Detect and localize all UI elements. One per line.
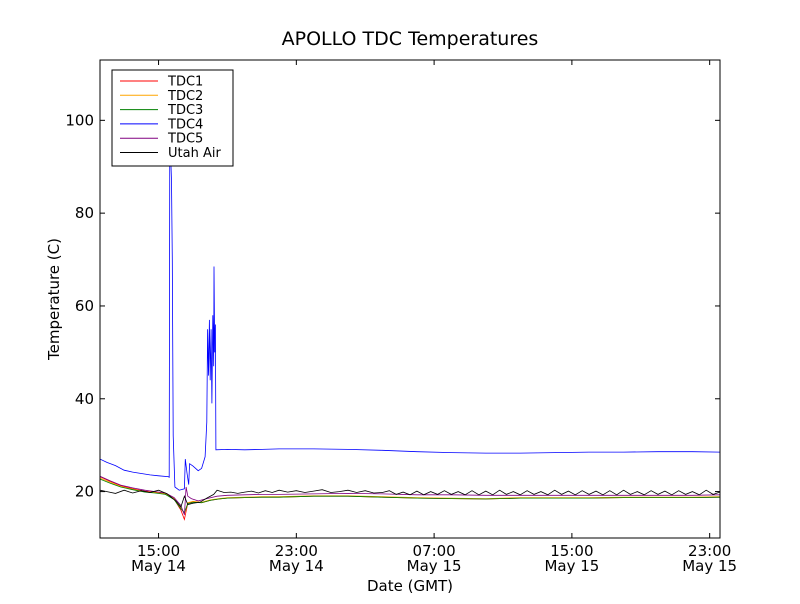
series-layer (100, 129, 720, 521)
legend-label: Utah Air (168, 146, 221, 161)
x-tick-label-date: May 15 (544, 557, 599, 575)
legend-box (111, 69, 234, 167)
series-line-tdc5 (100, 475, 720, 515)
x-tick-label-date: May 14 (269, 557, 324, 575)
x-tick-label-date: May 15 (682, 557, 737, 575)
series-line-tdc4 (100, 129, 720, 491)
x-tick-label-date: May 14 (131, 557, 186, 575)
x-tick-label-date: May 15 (407, 557, 462, 575)
y-tick-label: 40 (75, 390, 94, 408)
x-tick-label-time: 15:00 (550, 542, 593, 560)
x-tick-label-time: 23:00 (275, 542, 318, 560)
x-tick-label-time: 15:00 (137, 542, 180, 560)
chart-title: APOLLO TDC Temperatures (282, 28, 539, 50)
x-axis-label: Date (GMT) (367, 577, 453, 595)
series-line-utah-air (100, 489, 720, 508)
plot-frame (99, 59, 721, 539)
legend-label: TDC1 (167, 75, 203, 90)
legend-label: TDC5 (167, 132, 203, 147)
x-tick-label-time: 23:00 (688, 542, 731, 560)
legend-label: TDC3 (167, 103, 203, 118)
y-tick-label: 20 (75, 483, 94, 501)
series-line-tdc3 (100, 478, 720, 514)
y-tick-label: 100 (65, 111, 94, 129)
legend-label: TDC4 (167, 117, 203, 132)
y-tick-label: 60 (75, 297, 94, 315)
y-tick-label: 80 (75, 204, 94, 222)
y-axis-label: Temperature (C) (45, 238, 63, 361)
x-tick-label-time: 07:00 (412, 542, 455, 560)
legend-label: TDC2 (167, 89, 203, 104)
series-line-tdc2 (100, 477, 720, 515)
